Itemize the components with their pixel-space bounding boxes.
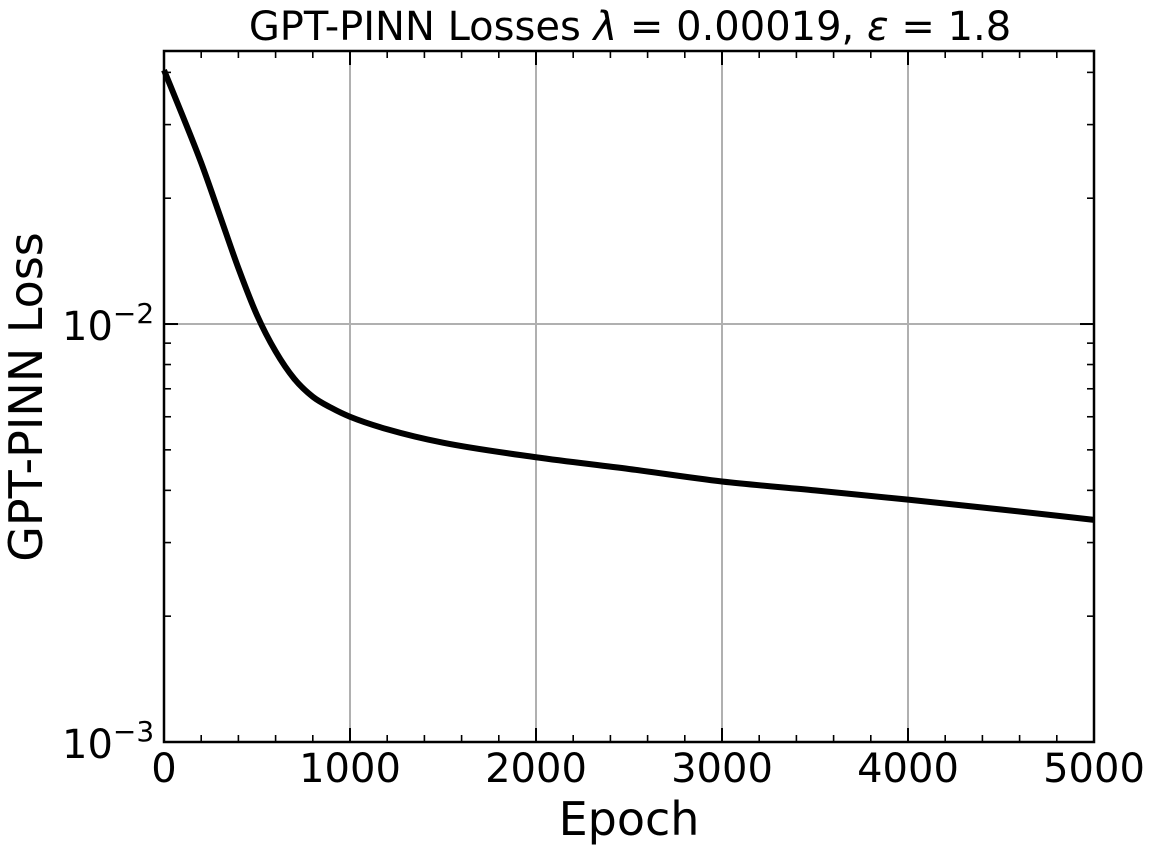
grid-lines — [163, 51, 1095, 742]
x-tick-label: 1000 — [299, 746, 401, 792]
plot-frame — [162, 49, 1096, 744]
x-tick-label: 4000 — [857, 746, 959, 792]
chart-title: GPT-PINN Losses λ = 0.00019, ε = 1.8 — [249, 4, 1011, 50]
x-tick-label: 5000 — [1043, 746, 1145, 792]
series-group — [161, 68, 1095, 523]
x-tick-label: 2000 — [485, 746, 587, 792]
x-tick-label: 0 — [151, 746, 176, 792]
x-tick-label: 3000 — [671, 746, 773, 792]
y-axis-ticks: 10−3 10−2 — [62, 297, 1094, 768]
x-axis-label: Epoch — [559, 792, 700, 846]
y-tick-label: 10−3 — [62, 715, 154, 768]
minor-ticks — [164, 51, 1094, 742]
x-axis-ticks: 0 1000 2000 3000 4000 5000 — [151, 51, 1145, 792]
y-axis-label: GPT-PINN Loss — [0, 232, 53, 562]
series-line-0 — [161, 68, 1095, 523]
y-tick-label: 10−2 — [62, 297, 154, 350]
